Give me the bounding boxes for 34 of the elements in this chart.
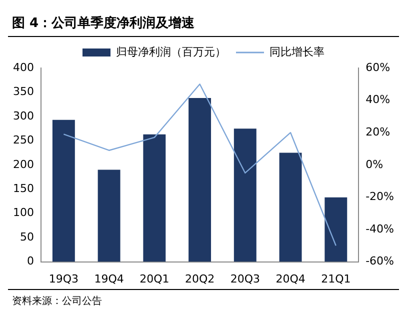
bar	[98, 170, 120, 262]
bar	[143, 134, 166, 262]
bar	[324, 197, 348, 262]
y2-tick-label: -60%	[366, 254, 394, 268]
text: 资料来源：公司公告	[8, 289, 399, 308]
y-tick-label: 350	[12, 85, 34, 98]
legend-label: 同比增长率	[270, 45, 324, 58]
y2-tick-label: -40%	[366, 222, 394, 236]
y2-tick-label: 0%	[366, 158, 384, 171]
y-tick-label: 150	[12, 182, 34, 195]
y-tick-label: 250	[12, 134, 34, 147]
y-tick-label: 0	[26, 254, 34, 268]
bar	[52, 120, 75, 262]
x-tick-label: 20Q4	[276, 272, 306, 286]
bar	[188, 98, 212, 262]
x-tick-label: 20Q2	[184, 272, 215, 286]
y2-tick-label: 40%	[366, 93, 390, 106]
y-tick-label: 300	[12, 109, 34, 122]
y2-tick-label: 20%	[366, 125, 390, 138]
y2-tick-label: 60%	[366, 60, 390, 74]
x-tick-label: 19Q3	[48, 272, 79, 286]
chart-title: 图 4：公司单季度净利润及增速	[8, 8, 399, 37]
x-tick-label: 20Q1	[140, 272, 170, 286]
y-tick-label: 400	[12, 60, 34, 74]
legend-label: 归母净利润（百万元）	[116, 45, 226, 58]
y-tick-label: 50	[20, 230, 34, 244]
x-tick-label: 19Q4	[94, 272, 124, 286]
y2-tick-label: -20%	[366, 190, 394, 204]
bar	[234, 128, 256, 262]
x-tick-label: 20Q3	[230, 272, 260, 286]
y-tick-label: 100	[12, 206, 34, 220]
bar	[279, 152, 302, 262]
y-tick-label: 200	[12, 158, 34, 171]
x-tick-label: 21Q1	[321, 272, 351, 286]
